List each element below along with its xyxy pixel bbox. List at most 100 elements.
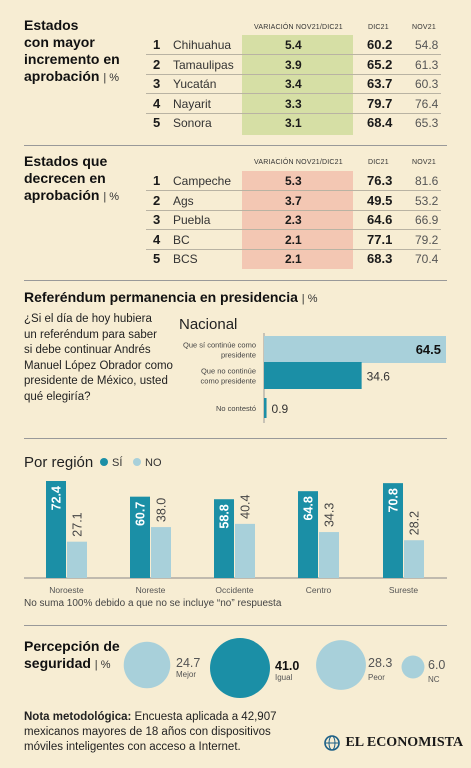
- nacional-category-label: Que no continúe: [201, 367, 256, 376]
- nacional-value-label: 64.5: [416, 342, 441, 357]
- region-category-label: Occidente: [215, 585, 254, 595]
- region-si-value-label: 64.8: [302, 496, 316, 520]
- seguridad-category-label: Peor: [368, 673, 385, 682]
- seguridad-category-label: NC: [428, 675, 440, 684]
- region-no-bar: [151, 527, 171, 578]
- nov21-value: 76.4: [415, 96, 439, 111]
- variation-value: 3.3: [285, 96, 302, 111]
- nov21-value: 81.6: [415, 174, 439, 188]
- rank-number: 2: [153, 56, 161, 72]
- region-no-value-label: 34.3: [323, 503, 337, 527]
- nacional-value-label: 0.9: [272, 402, 289, 416]
- nov21-value: 66.9: [415, 213, 439, 227]
- rank-number: 4: [153, 231, 161, 247]
- region-si-bar: [46, 481, 66, 578]
- region-si-bar: [214, 499, 234, 578]
- divider: [24, 625, 447, 626]
- legend-no-label: NO: [145, 457, 162, 469]
- rank-number: 2: [153, 192, 161, 208]
- row-divider: [146, 112, 441, 114]
- variation-value: 3.1: [285, 116, 302, 130]
- seguridad-value-label: 28.3: [368, 656, 392, 670]
- divider: [24, 438, 447, 439]
- nov21-value: 79.2: [415, 232, 439, 247]
- rank-number: 1: [153, 37, 161, 52]
- variation-value: 2.1: [285, 232, 302, 247]
- nacional-title: Nacional: [179, 316, 237, 333]
- seguridad-bubble: [316, 640, 366, 690]
- region-no-value-label: 27.1: [71, 512, 85, 536]
- region-no-bar: [319, 532, 339, 578]
- region-no-value-label: 38.0: [155, 498, 169, 522]
- region-no-value-label: 40.4: [239, 494, 253, 518]
- state-name: Ags: [173, 193, 194, 208]
- region-no-bar: [235, 523, 255, 578]
- seguridad-bubble: [401, 655, 425, 679]
- nacional-category-label: presidente: [221, 351, 256, 360]
- nov21-value: 60.3: [415, 77, 439, 91]
- decrease-header-dic: DIC21: [368, 159, 389, 166]
- referendum-question: ¿Si el día de hoy hubiera un referéndum …: [24, 313, 173, 403]
- region-category-label: Sureste: [389, 585, 419, 595]
- dic21-value: 76.3: [367, 173, 393, 188]
- dic21-value: 65.2: [367, 56, 393, 72]
- rank-number: 3: [153, 76, 161, 91]
- row-divider: [146, 248, 441, 250]
- increase-highlight: [242, 35, 353, 135]
- row-divider: [146, 190, 441, 191]
- state-name: Tamaulipas: [173, 57, 234, 72]
- decrease-header-nov: NOV21: [412, 159, 436, 166]
- state-name: BCS: [173, 252, 198, 266]
- rank-number: 4: [153, 95, 161, 111]
- region-si-bar: [383, 483, 403, 578]
- nov21-value: 65.3: [415, 116, 439, 130]
- nov21-value: 70.4: [415, 252, 439, 266]
- brand-logo: EL ECONOMISTA: [323, 734, 463, 752]
- region-no-value-label: 28.2: [408, 511, 422, 535]
- seguridad-value-label: 24.7: [176, 656, 200, 670]
- nacional-value-label: 34.6: [367, 370, 391, 384]
- variation-value: 5.4: [285, 38, 302, 52]
- rank-number: 3: [153, 212, 161, 227]
- nacional-category-label: Que sí continúe como: [183, 341, 256, 350]
- rank-number: 5: [153, 115, 161, 130]
- nov21-value: 61.3: [415, 57, 439, 72]
- dic21-value: 68.4: [367, 115, 393, 130]
- region-category-label: Centro: [306, 585, 332, 595]
- region-footnote: No suma 100% debido a que no se incluye …: [24, 598, 282, 609]
- region-si-value-label: 58.8: [218, 504, 232, 528]
- row-divider: [146, 229, 441, 230]
- row-divider: [146, 73, 441, 75]
- variation-value: 3.9: [285, 57, 302, 72]
- state-name: Sonora: [173, 116, 212, 130]
- nacional-bar: [264, 362, 362, 389]
- nov21-value: 53.2: [415, 193, 439, 208]
- region-category-label: Noreste: [136, 585, 166, 595]
- methodology-note: Nota metodológica: Encuesta aplicada a 4…: [24, 711, 277, 753]
- rank-number: 1: [153, 173, 161, 188]
- increase-header-nov: NOV21: [412, 24, 436, 31]
- state-name: BC: [173, 232, 190, 247]
- region-si-value-label: 70.8: [387, 488, 401, 512]
- dic21-value: 64.6: [367, 212, 393, 227]
- row-divider: [146, 54, 441, 55]
- state-name: Nayarit: [173, 96, 212, 111]
- state-name: Puebla: [173, 213, 211, 227]
- region-chart: Por región SÍ NO 72.4 27.1 Noroeste 60.7 38.0 No…: [24, 454, 447, 595]
- seguridad-bubble: [210, 638, 270, 698]
- seguridad-value-label: 6.0: [428, 658, 445, 672]
- dic21-value: 60.2: [367, 37, 393, 52]
- variation-value: 3.7: [285, 193, 302, 208]
- region-si-value-label: 72.4: [50, 486, 64, 510]
- region-no-bar: [67, 541, 87, 578]
- seguridad-category-label: Mejor: [176, 670, 196, 679]
- region-no-bar: [404, 540, 424, 578]
- legend-no-swatch: [133, 458, 141, 466]
- row-divider: [146, 209, 441, 211]
- nacional-bar: [264, 398, 267, 418]
- seguridad-title: Percepción de seguridad | %: [24, 638, 120, 671]
- region-si-value-label: 60.7: [134, 502, 148, 526]
- variation-value: 2.1: [285, 252, 302, 266]
